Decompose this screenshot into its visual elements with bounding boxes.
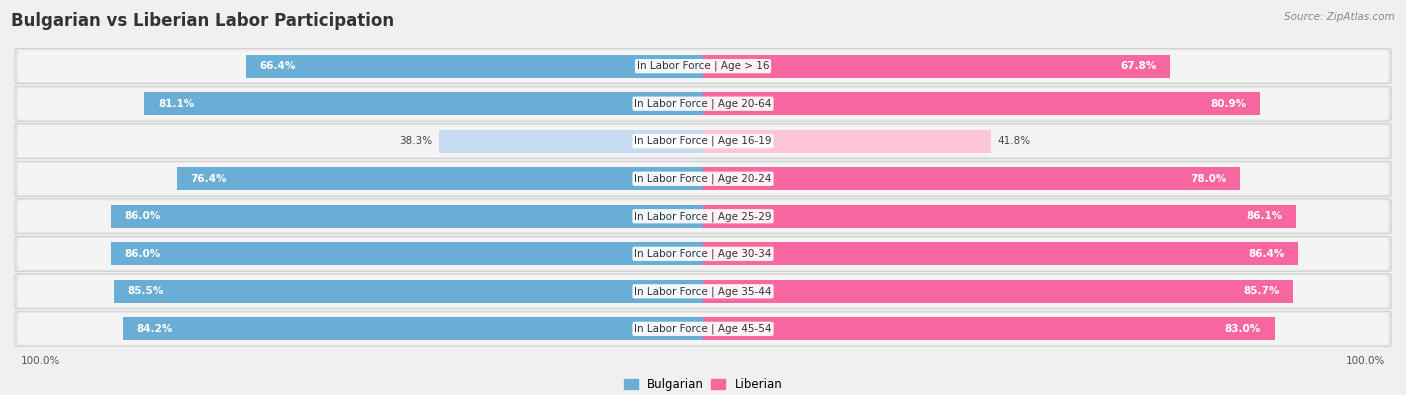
Text: 84.2%: 84.2%: [136, 324, 173, 334]
FancyBboxPatch shape: [17, 88, 1389, 120]
Bar: [703, 55, 1170, 78]
Text: 81.1%: 81.1%: [157, 99, 194, 109]
FancyBboxPatch shape: [14, 311, 1392, 346]
Text: 86.0%: 86.0%: [124, 211, 160, 221]
Text: 76.4%: 76.4%: [190, 174, 226, 184]
Text: In Labor Force | Age 35-44: In Labor Force | Age 35-44: [634, 286, 772, 297]
Bar: [703, 317, 1275, 340]
Bar: [145, 92, 703, 115]
FancyBboxPatch shape: [17, 238, 1389, 270]
Bar: [177, 167, 703, 190]
Bar: [246, 55, 703, 78]
FancyBboxPatch shape: [17, 275, 1389, 307]
Text: 86.1%: 86.1%: [1246, 211, 1282, 221]
Text: 66.4%: 66.4%: [259, 61, 295, 71]
Bar: [122, 317, 703, 340]
Bar: [703, 167, 1240, 190]
Text: In Labor Force | Age 20-24: In Labor Force | Age 20-24: [634, 173, 772, 184]
Text: 80.9%: 80.9%: [1211, 99, 1247, 109]
Text: In Labor Force | Age 45-54: In Labor Force | Age 45-54: [634, 324, 772, 334]
Text: Bulgarian vs Liberian Labor Participation: Bulgarian vs Liberian Labor Participatio…: [11, 12, 394, 30]
Text: 85.7%: 85.7%: [1243, 286, 1279, 296]
Text: 100.0%: 100.0%: [1346, 356, 1385, 366]
FancyBboxPatch shape: [14, 274, 1392, 309]
FancyBboxPatch shape: [14, 236, 1392, 271]
Text: In Labor Force | Age 20-64: In Labor Force | Age 20-64: [634, 98, 772, 109]
Bar: [703, 130, 991, 153]
Legend: Bulgarian, Liberian: Bulgarian, Liberian: [619, 373, 787, 395]
FancyBboxPatch shape: [14, 124, 1392, 159]
Text: 78.0%: 78.0%: [1191, 174, 1226, 184]
FancyBboxPatch shape: [14, 49, 1392, 84]
Text: In Labor Force | Age 25-29: In Labor Force | Age 25-29: [634, 211, 772, 222]
FancyBboxPatch shape: [14, 86, 1392, 121]
Text: 85.5%: 85.5%: [128, 286, 165, 296]
Text: 86.0%: 86.0%: [124, 249, 160, 259]
Bar: [439, 130, 703, 153]
Text: 100.0%: 100.0%: [21, 356, 60, 366]
Bar: [703, 280, 1294, 303]
Bar: [111, 242, 703, 265]
Text: 38.3%: 38.3%: [399, 136, 432, 146]
FancyBboxPatch shape: [14, 199, 1392, 234]
Text: In Labor Force | Age 16-19: In Labor Force | Age 16-19: [634, 136, 772, 147]
Bar: [703, 205, 1296, 228]
Bar: [703, 92, 1260, 115]
FancyBboxPatch shape: [14, 161, 1392, 196]
Text: In Labor Force | Age > 16: In Labor Force | Age > 16: [637, 61, 769, 71]
Text: 86.4%: 86.4%: [1249, 249, 1285, 259]
FancyBboxPatch shape: [17, 163, 1389, 195]
Bar: [703, 242, 1298, 265]
Text: In Labor Force | Age 30-34: In Labor Force | Age 30-34: [634, 248, 772, 259]
FancyBboxPatch shape: [17, 125, 1389, 157]
Text: 67.8%: 67.8%: [1121, 61, 1156, 71]
Text: 83.0%: 83.0%: [1225, 324, 1261, 334]
Text: 41.8%: 41.8%: [998, 136, 1031, 146]
FancyBboxPatch shape: [17, 200, 1389, 232]
Bar: [114, 280, 703, 303]
FancyBboxPatch shape: [17, 50, 1389, 82]
Text: Source: ZipAtlas.com: Source: ZipAtlas.com: [1284, 12, 1395, 22]
FancyBboxPatch shape: [17, 313, 1389, 345]
Bar: [111, 205, 703, 228]
